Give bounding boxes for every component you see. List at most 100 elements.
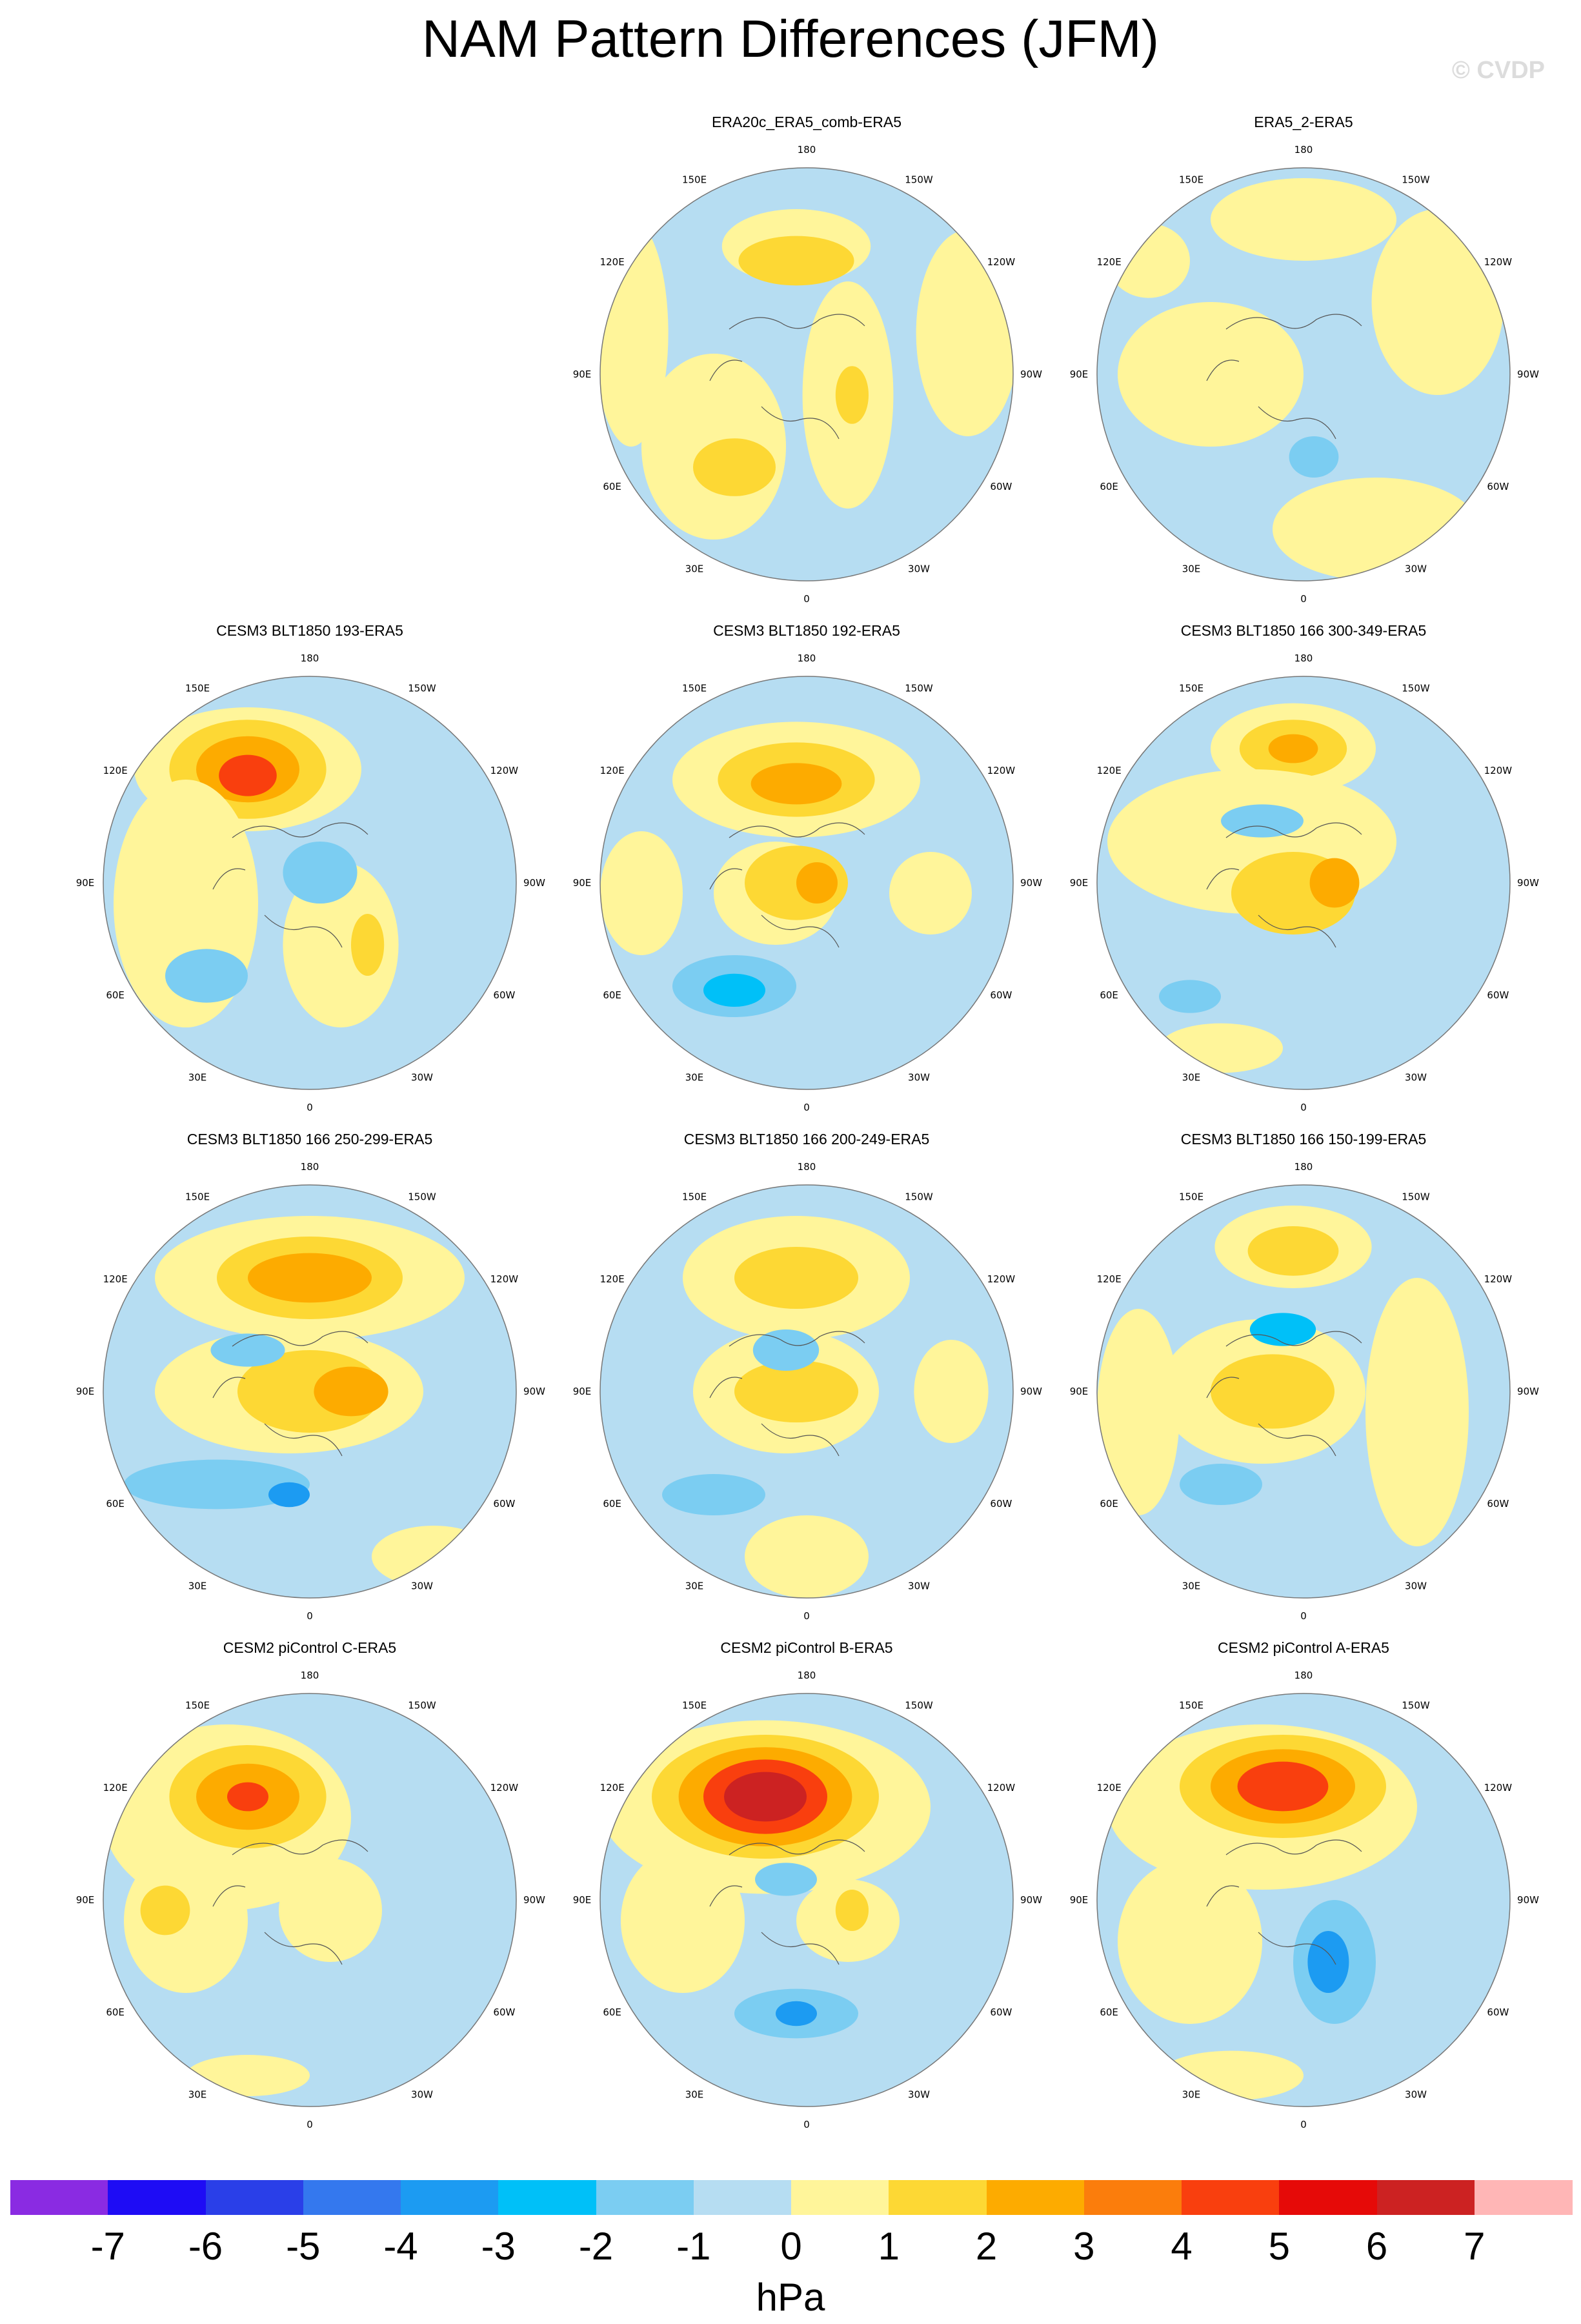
longitude-label: 0 (803, 593, 810, 605)
map-boundary (1096, 1184, 1511, 1599)
longitude-label: 120E (600, 1273, 625, 1285)
colorbar-swatch (791, 2180, 889, 2215)
longitude-label: 120W (1484, 765, 1513, 776)
longitude-label: 180 (798, 144, 816, 156)
polar-map: 0 30E 60E 90E 120E 150E 180 150W 120W 90W 60W 30W (76, 652, 545, 1113)
longitude-label: 0 (307, 1610, 313, 1622)
anomaly-contour (1307, 1931, 1349, 1993)
longitude-label: 150E (682, 1191, 707, 1203)
longitude-label: 90E (76, 1894, 95, 1906)
panel-title: CESM2 piControl B-ERA5 (720, 1639, 893, 1656)
longitude-label: 120W (1484, 1782, 1513, 1794)
anomaly-contour (889, 852, 972, 935)
colorbar-tick-label: 0 (780, 2225, 802, 2268)
longitude-label: 30W (908, 563, 930, 574)
anomaly-contour (268, 1482, 310, 1508)
anomaly-contour (1237, 1761, 1329, 1812)
longitude-label: 30W (908, 2088, 930, 2100)
anomaly-contour (210, 1333, 285, 1367)
panel-title: CESM2 piControl A-ERA5 (1218, 1639, 1389, 1656)
polar-map: 0 30E 60E 90E 120E 150E 180 150W 120W 90W 60W 30W (573, 144, 1042, 605)
longitude-label: 30E (685, 1071, 704, 1083)
map-panel: CESM2 piControl B-ERA5 0 30E 60E 90E 120E 150E… (568, 1639, 1045, 2130)
longitude-label: 120E (103, 1782, 128, 1794)
longitude-label: 60W (1487, 1498, 1509, 1510)
longitude-label: 60W (493, 1498, 515, 1510)
anomaly-contour (1159, 1023, 1283, 1073)
colorbar-swatch (1182, 2180, 1280, 2215)
map-panel: CESM3 BLT1850 166 250-299-ERA5 0 30E 60E 90E… (71, 1131, 549, 1622)
longitude-label: 90E (1070, 369, 1089, 380)
longitude-label: 120W (987, 1782, 1016, 1794)
longitude-label: 60E (106, 2006, 125, 2018)
anomaly-contour (734, 1360, 858, 1422)
longitude-label: 120E (103, 765, 128, 776)
map-boundary (599, 167, 1014, 581)
longitude-label: 90E (573, 1894, 592, 1906)
colorbar-tick-label: 1 (878, 2225, 900, 2268)
longitude-label: 90W (1517, 1894, 1539, 1906)
colorbar (10, 2180, 1573, 2215)
longitude-label: 60W (990, 1498, 1012, 1510)
colorbar-tick-label: -3 (481, 2225, 516, 2268)
anomaly-contour (165, 949, 248, 1003)
longitude-label: 0 (307, 2119, 313, 2130)
anomaly-contour (351, 914, 385, 976)
anomaly-contour (745, 1515, 869, 1598)
colorbar-swatch (1083, 2180, 1182, 2215)
anomaly-contour (693, 438, 776, 496)
longitude-label: 60W (990, 481, 1012, 492)
colorbar-tick-label: 5 (1268, 2225, 1290, 2268)
anomaly-contour (124, 1459, 310, 1510)
longitude-label: 60W (990, 989, 1012, 1001)
coastline (212, 1331, 368, 1457)
colorbar-tick-label: -7 (90, 2225, 125, 2268)
longitude-label: 60E (1100, 1498, 1118, 1510)
longitude-label: 150E (185, 1191, 210, 1203)
longitude-label: 90E (573, 1386, 592, 1397)
map-boundary (1096, 167, 1511, 581)
anomaly-contour (283, 842, 357, 904)
page-title: NAM Pattern Differences (JFM) (421, 10, 1160, 68)
anomaly-contour (750, 763, 842, 805)
colorbar-tick-label: -2 (578, 2225, 614, 2268)
longitude-label: 120W (987, 256, 1016, 268)
anomaly-contour (227, 1782, 268, 1812)
longitude-label: 0 (803, 2119, 810, 2130)
map-panel: ERA5_2-ERA5 0 30E 60E 90E 120E 150E 180 150W 120W… (1065, 114, 1542, 605)
anomaly-contour (1159, 980, 1221, 1013)
anomaly-contour (1365, 1278, 1469, 1546)
colorbar-swatch (1279, 2180, 1377, 2215)
coastline (709, 1839, 865, 1965)
longitude-label: 60E (106, 989, 125, 1001)
longitude-label: 150W (408, 1700, 436, 1712)
longitude-label: 30E (1182, 1071, 1201, 1083)
longitude-label: 60E (603, 989, 621, 1001)
longitude-label: 0 (1300, 593, 1307, 605)
longitude-label: 0 (803, 1102, 810, 1113)
longitude-label: 90W (1020, 1386, 1042, 1397)
anomaly-contour (662, 1474, 765, 1515)
longitude-label: 30W (1405, 563, 1427, 574)
longitude-label: 30E (685, 1580, 704, 1591)
anomaly-contour (1289, 436, 1339, 478)
longitude-label: 120E (1097, 765, 1122, 776)
longitude-label: 150E (1179, 683, 1203, 694)
longitude-label: 90E (76, 1386, 95, 1397)
coastline (1206, 1839, 1362, 1965)
panel-title: CESM3 BLT1850 166 300-349-ERA5 (1180, 622, 1427, 639)
longitude-label: 150E (185, 1700, 210, 1712)
map-panel: CESM3 BLT1850 166 300-349-ERA5 0 30E 60E 90E… (1065, 622, 1542, 1113)
longitude-label: 90W (1517, 1386, 1539, 1397)
longitude-label: 90E (76, 877, 95, 889)
longitude-label: 0 (1300, 1102, 1307, 1113)
colorbar-swatch (498, 2180, 596, 2215)
anomaly-contour (1247, 1226, 1339, 1276)
panel-title: CESM3 BLT1850 166 200-249-ERA5 (683, 1131, 930, 1147)
coastline (1206, 1331, 1362, 1457)
longitude-label: 150W (905, 683, 933, 694)
longitude-label: 30W (411, 1580, 433, 1591)
anomaly-contour (1159, 2050, 1304, 2101)
coastline (212, 822, 368, 948)
colorbar-swatch (596, 2180, 694, 2215)
